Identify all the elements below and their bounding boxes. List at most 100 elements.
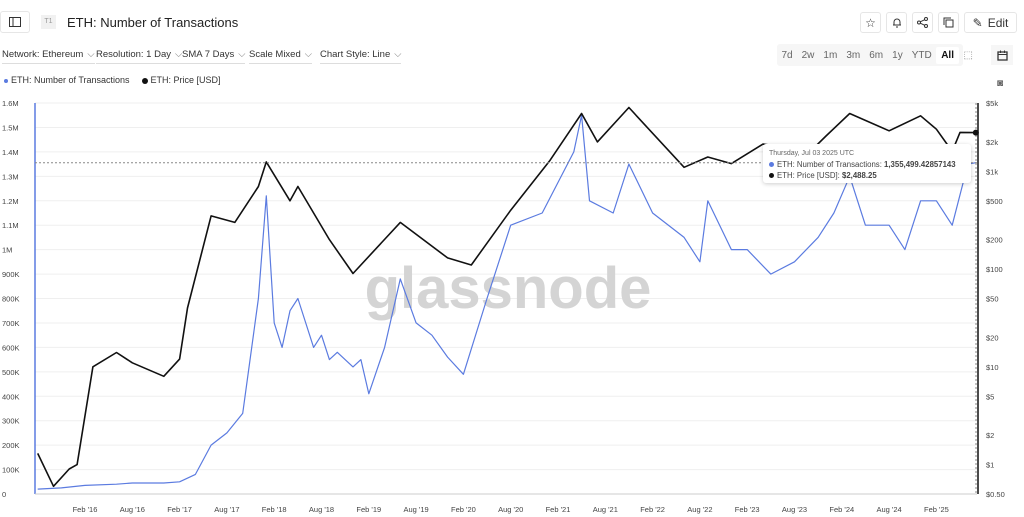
right-axis-tick-label: $0.50 [986,490,1005,499]
range-ytd[interactable]: YTD [911,49,932,61]
x-axis-tick-label: Aug '22 [687,505,712,514]
range-all[interactable]: All [936,46,959,64]
tooltip-price-label: ETH: Price [USD]: [777,171,840,180]
tooltip: Thursday, Jul 03 2025 UTC ETH: Number of… [763,144,971,183]
dropdown-label: Chart Style: Line [320,49,391,60]
copy-icon [943,17,954,28]
left-axis-tick-label: 1.2M [2,197,19,206]
edit-button[interactable]: ✎ Edit [964,12,1017,33]
bell-icon [892,18,901,28]
x-axis-tick-label: Aug '20 [498,505,523,514]
dropdown-label: Resolution: 1 Day [96,49,171,60]
right-axis-tick-label: $20 [986,333,999,342]
left-axis-tick-label: 200K [2,441,20,450]
left-axis-tick-label: 1.4M [2,148,19,157]
range-1m[interactable]: 1m [823,49,838,61]
alert-button[interactable] [886,12,907,33]
legend-label: ETH: Number of Transactions [11,75,130,85]
range-selector: 7d 2w 1m 3m 6m 1y YTD All ⬚ [777,44,973,66]
chart-style-dropdown[interactable]: Chart Style: Line ⌵ [320,49,402,64]
chart-badge: T1 [41,15,56,29]
right-axis-tick-label: $2k [986,138,998,147]
dropdown-label: Scale Mixed [249,49,301,60]
left-axis-tick-label: 100K [2,466,20,475]
tooltip-tx-value: 1,355,499.42857143 [884,160,956,169]
calendar-icon [996,50,1008,61]
chevron-down-icon: ⌵ [174,49,183,60]
x-axis-tick-label: Aug '21 [593,505,618,514]
left-axis-tick-label: 800K [2,295,20,304]
dropdown-label: SMA 7 Days [182,49,235,60]
camera-icon[interactable]: ◙ [997,78,1004,89]
pencil-icon: ✎ [972,15,983,30]
x-axis-tick-label: Feb '23 [735,505,760,514]
x-axis-tick-label: Feb '22 [640,505,665,514]
left-axis-tick-label: 900K [2,270,20,279]
price-hover-marker [972,129,979,136]
x-axis-tick-label: Aug '18 [309,505,334,514]
chevron-down-icon: ⌵ [87,49,95,60]
tooltip-price-value: $2,488.25 [842,171,877,180]
tooltip-tx-label: ETH: Number of Transactions: [777,160,882,169]
x-axis-tick-label: Aug '24 [876,505,901,514]
right-axis-tick-label: $200 [986,236,1003,245]
left-axis-tick-label: 1.1M [2,221,19,230]
chevron-down-icon: ⌵ [394,49,402,60]
tooltip-date: Thursday, Jul 03 2025 UTC [769,150,855,157]
x-axis-tick-label: Feb '25 [924,505,949,514]
x-axis-tick-label: Feb '16 [73,505,98,514]
share-button[interactable] [912,12,933,33]
x-axis-tick-label: Feb '19 [356,505,381,514]
sidebar-toggle-button[interactable] [0,11,30,33]
scale-dropdown[interactable]: Scale Mixed ⌵ [249,49,312,64]
resolution-dropdown[interactable]: Resolution: 1 Day ⌵ [96,49,183,64]
left-axis-tick-label: 500K [2,368,20,377]
x-axis-tick-label: Feb '21 [546,505,571,514]
right-axis-tick-label: $500 [986,197,1003,206]
watermark: glassnode [365,256,652,321]
duplicate-button[interactable] [938,12,959,33]
x-axis-tick-label: Feb '17 [167,505,192,514]
share-icon [917,17,928,28]
zoom-select-icon[interactable]: ⬚ [963,49,973,61]
left-axis-tick-label: 0 [2,490,6,499]
right-axis-tick-label: $1k [986,167,998,176]
right-axis-tick-label: $5 [986,392,994,401]
right-axis-tick-label: $5k [986,99,998,108]
left-axis-tick-label: 400K [2,392,20,401]
chevron-down-icon: ⌵ [238,49,246,60]
left-axis-tick-label: 1.3M [2,172,19,181]
range-7d[interactable]: 7d [781,49,793,61]
chevron-down-icon: ⌵ [304,49,312,60]
legend-label: ETH: Price [USD] [150,75,221,85]
sma-dropdown[interactable]: SMA 7 Days ⌵ [182,49,246,64]
legend-item-transactions[interactable]: ETH: Number of Transactions [4,75,130,85]
network-dropdown[interactable]: Network: Ethereum ⌵ [2,49,95,64]
right-axis-tick-label: $10 [986,363,999,372]
right-axis-tick-label: $2 [986,431,994,440]
star-icon: ☆ [865,15,876,30]
right-axis-tick-label: $100 [986,265,1003,274]
x-axis-tick-label: Feb '20 [451,505,476,514]
page-title: ETH: Number of Transactions [67,15,239,30]
x-axis-tick-label: Aug '23 [782,505,807,514]
range-1y[interactable]: 1y [892,49,903,61]
range-2w[interactable]: 2w [801,49,815,61]
left-axis-tick-label: 1.6M [2,99,19,108]
favorite-button[interactable]: ☆ [860,12,881,33]
left-axis-tick-label: 1.5M [2,123,19,132]
calendar-button[interactable] [991,45,1013,65]
right-axis-tick-label: $1 [986,461,994,470]
legend-item-price[interactable]: ETH: Price [USD] [141,75,221,85]
right-axis-tick-label: $50 [986,295,999,304]
left-axis-tick-label: 700K [2,319,20,328]
edit-label: Edit [987,15,1009,30]
left-axis-tick-label: 1M [2,246,12,255]
price-line [36,106,976,488]
range-3m[interactable]: 3m [846,49,861,61]
range-6m[interactable]: 6m [869,49,884,61]
dropdown-label: Network: Ethereum [2,49,84,60]
x-axis-tick-label: Aug '17 [214,505,239,514]
x-axis-tick-label: Aug '16 [120,505,145,514]
